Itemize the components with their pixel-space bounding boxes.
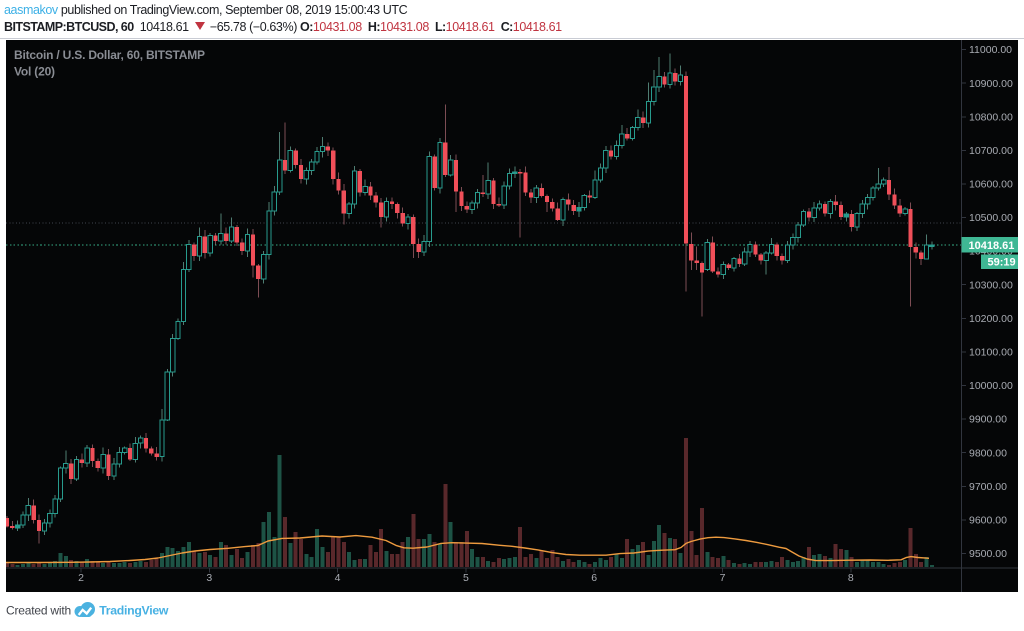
svg-text:9800.00: 9800.00 (969, 447, 1007, 459)
svg-text:6: 6 (591, 572, 597, 584)
svg-text:Vol (20): Vol (20) (14, 65, 55, 79)
svg-text:10800.00: 10800.00 (969, 111, 1013, 123)
svg-text:3: 3 (206, 572, 212, 584)
svg-text:10600.00: 10600.00 (969, 179, 1013, 191)
svg-text:10200.00: 10200.00 (969, 313, 1013, 325)
svg-text:9500.00: 9500.00 (969, 548, 1007, 560)
svg-text:59:19: 59:19 (988, 257, 1016, 269)
svg-text:5: 5 (463, 572, 469, 584)
svg-text:9700.00: 9700.00 (969, 481, 1007, 493)
svg-text:9600.00: 9600.00 (969, 515, 1007, 527)
svg-text:10100.00: 10100.00 (969, 347, 1013, 359)
svg-text:Bitcoin / U.S. Dollar, 60, BIT: Bitcoin / U.S. Dollar, 60, BITSTAMP (14, 48, 205, 62)
svg-text:10000.00: 10000.00 (969, 380, 1013, 392)
svg-text:9900.00: 9900.00 (969, 414, 1007, 426)
svg-text:8: 8 (848, 572, 854, 584)
svg-text:10900.00: 10900.00 (969, 78, 1013, 90)
svg-text:10418.61: 10418.61 (969, 240, 1015, 252)
svg-text:10500.00: 10500.00 (969, 212, 1013, 224)
svg-text:10700.00: 10700.00 (969, 145, 1013, 157)
svg-text:11000.00: 11000.00 (969, 44, 1012, 56)
svg-text:7: 7 (720, 572, 726, 584)
svg-text:4: 4 (335, 572, 341, 584)
svg-text:2: 2 (78, 572, 84, 584)
svg-text:10300.00: 10300.00 (969, 279, 1013, 291)
